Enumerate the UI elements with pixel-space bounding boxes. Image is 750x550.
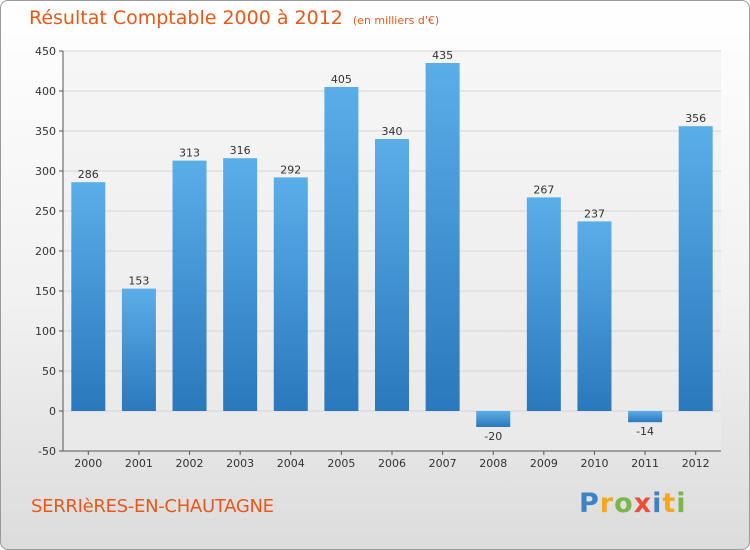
bar: [425, 63, 460, 411]
x-tick-label: 2003: [226, 457, 254, 470]
logo-letter: x: [633, 488, 653, 519]
x-tick-label: 2000: [74, 457, 102, 470]
bar: [324, 87, 359, 411]
bar: [172, 160, 207, 411]
chart-title-text: Résultat Comptable 2000 à 2012: [29, 7, 343, 29]
bar-value-label: 313: [179, 147, 200, 160]
x-tick-label: 2010: [580, 457, 608, 470]
bar-value-label: 340: [382, 125, 403, 138]
x-tick-label: 2007: [429, 457, 457, 470]
chart-subtitle: (en milliers d'€): [352, 14, 440, 27]
bar-value-label: 356: [685, 112, 706, 125]
bar: [476, 411, 511, 427]
y-tick-label: 150: [35, 285, 56, 298]
x-tick-label: 2001: [125, 457, 153, 470]
y-tick-label: 400: [35, 85, 56, 98]
bar: [71, 182, 106, 411]
logo-letter: i: [652, 488, 663, 519]
bar-value-label: 316: [230, 144, 251, 157]
bar-value-label: 435: [432, 49, 453, 62]
bar: [375, 139, 409, 411]
y-tick-label: 200: [35, 245, 56, 258]
commune-name: SERRIèRES-EN-CHAUTAGNE: [31, 496, 274, 517]
x-tick-label: 2005: [327, 457, 355, 470]
x-tick-label: 2009: [530, 457, 558, 470]
x-tick-label: 2012: [682, 457, 710, 470]
x-tick-label: 2006: [378, 457, 406, 470]
bar: [121, 288, 156, 411]
bar-value-label: 286: [78, 168, 99, 181]
x-tick-label: 2002: [176, 457, 204, 470]
bar-value-label: 237: [584, 207, 605, 220]
y-tick-label: 350: [35, 125, 56, 138]
y-tick-label: 50: [42, 365, 56, 378]
bar: [526, 197, 561, 411]
y-tick-label: -50: [38, 445, 56, 458]
x-tick-label: 2011: [631, 457, 659, 470]
proxiti-logo: Proxiti: [579, 488, 687, 519]
bar-value-label: 153: [128, 275, 149, 288]
chart-title: Résultat Comptable 2000 à 2012 (en millie…: [29, 7, 439, 29]
x-tick-label: 2008: [479, 457, 507, 470]
logo-letter: i: [676, 488, 687, 519]
logo-letter: P: [579, 488, 600, 519]
logo-letter: o: [614, 488, 634, 519]
bar-value-label: -20: [484, 430, 502, 443]
y-tick-label: 250: [35, 205, 56, 218]
bar-value-label: 292: [280, 163, 301, 176]
bar: [273, 177, 308, 411]
logo-letter: r: [599, 488, 615, 519]
x-tick-label: 2004: [277, 457, 305, 470]
bar: [628, 411, 663, 423]
bar: [678, 126, 713, 411]
bar-value-label: 267: [533, 183, 554, 196]
y-tick-label: 100: [35, 325, 56, 338]
y-tick-label: 300: [35, 165, 56, 178]
bar: [577, 221, 612, 411]
bar: [223, 158, 258, 411]
bar-value-label: 405: [331, 73, 352, 86]
bar-value-label: -14: [636, 425, 654, 438]
y-tick-label: 450: [35, 45, 56, 58]
logo-letter: t: [662, 488, 677, 519]
y-tick-label: 0: [49, 405, 56, 418]
